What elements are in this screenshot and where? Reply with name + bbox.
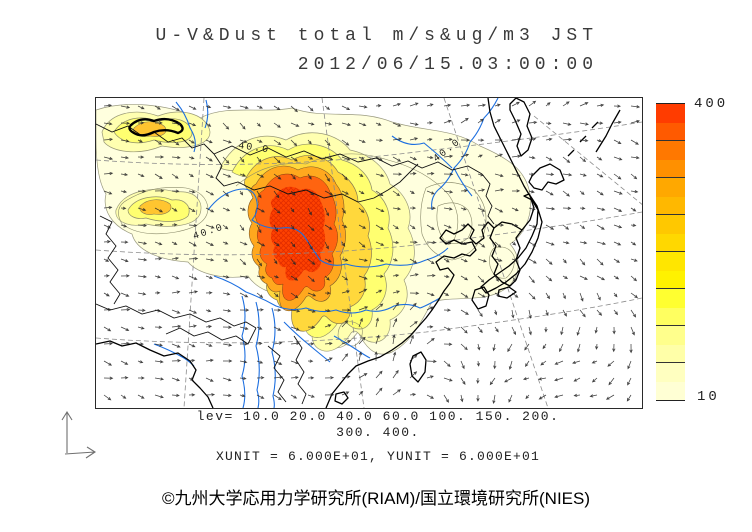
colorbar-segment bbox=[656, 252, 685, 271]
contour-levels-line1: lev= 10.0 20.0 40.0 60.0 100. 150. 200. bbox=[196, 409, 560, 424]
colorbar-segment bbox=[656, 196, 685, 215]
map-panel: 40.0 40.0 40.0 bbox=[95, 97, 643, 409]
contour-label: 40.0 bbox=[237, 141, 270, 156]
colorbar-segment bbox=[656, 159, 685, 178]
lake-outline bbox=[128, 117, 184, 137]
dust-fill-contours bbox=[96, 104, 532, 355]
country-borders bbox=[96, 123, 495, 405]
contour-levels-line2: 300. 400. bbox=[336, 425, 420, 440]
dust-map: 40.040.040.0 bbox=[96, 98, 642, 408]
thin-contour-lines bbox=[118, 153, 515, 347]
colorbar bbox=[656, 103, 685, 401]
colorbar-segment bbox=[656, 307, 685, 326]
colorbar-segment bbox=[656, 381, 685, 400]
vector-units-label: XUNIT = 6.000E+01, YUNIT = 6.000E+01 bbox=[215, 449, 541, 464]
axis-arrows-icon bbox=[61, 410, 97, 459]
wind-vectors bbox=[103, 100, 641, 405]
colorbar-segment bbox=[656, 141, 685, 160]
colorbar-segment bbox=[656, 289, 685, 308]
copyright-text: ©九州大学応用力学研究所(RIAM)/国立環境研究所(NIES) bbox=[161, 489, 591, 508]
colorbar-segment bbox=[656, 122, 685, 141]
colorbar-segment bbox=[656, 104, 685, 123]
colorbar-min-label: 10 bbox=[697, 389, 720, 405]
colorbar-segment bbox=[656, 233, 685, 252]
colorbar-segment bbox=[656, 270, 685, 289]
plot-datetime: 2012/06/15.03:00:00 bbox=[297, 55, 598, 75]
graticule-lines bbox=[96, 98, 642, 408]
colorbar-segment bbox=[656, 363, 685, 382]
colorbar-segment bbox=[656, 344, 685, 363]
colorbar-segment bbox=[656, 178, 685, 197]
rivers bbox=[153, 98, 499, 408]
plot-title: U-V&Dust total m/s&ug/m3 JST bbox=[155, 26, 598, 46]
colorbar-max-label: 400 bbox=[694, 96, 729, 112]
coastlines bbox=[96, 98, 621, 408]
colorbar-segment bbox=[656, 326, 685, 345]
colorbar-segment bbox=[656, 215, 685, 234]
